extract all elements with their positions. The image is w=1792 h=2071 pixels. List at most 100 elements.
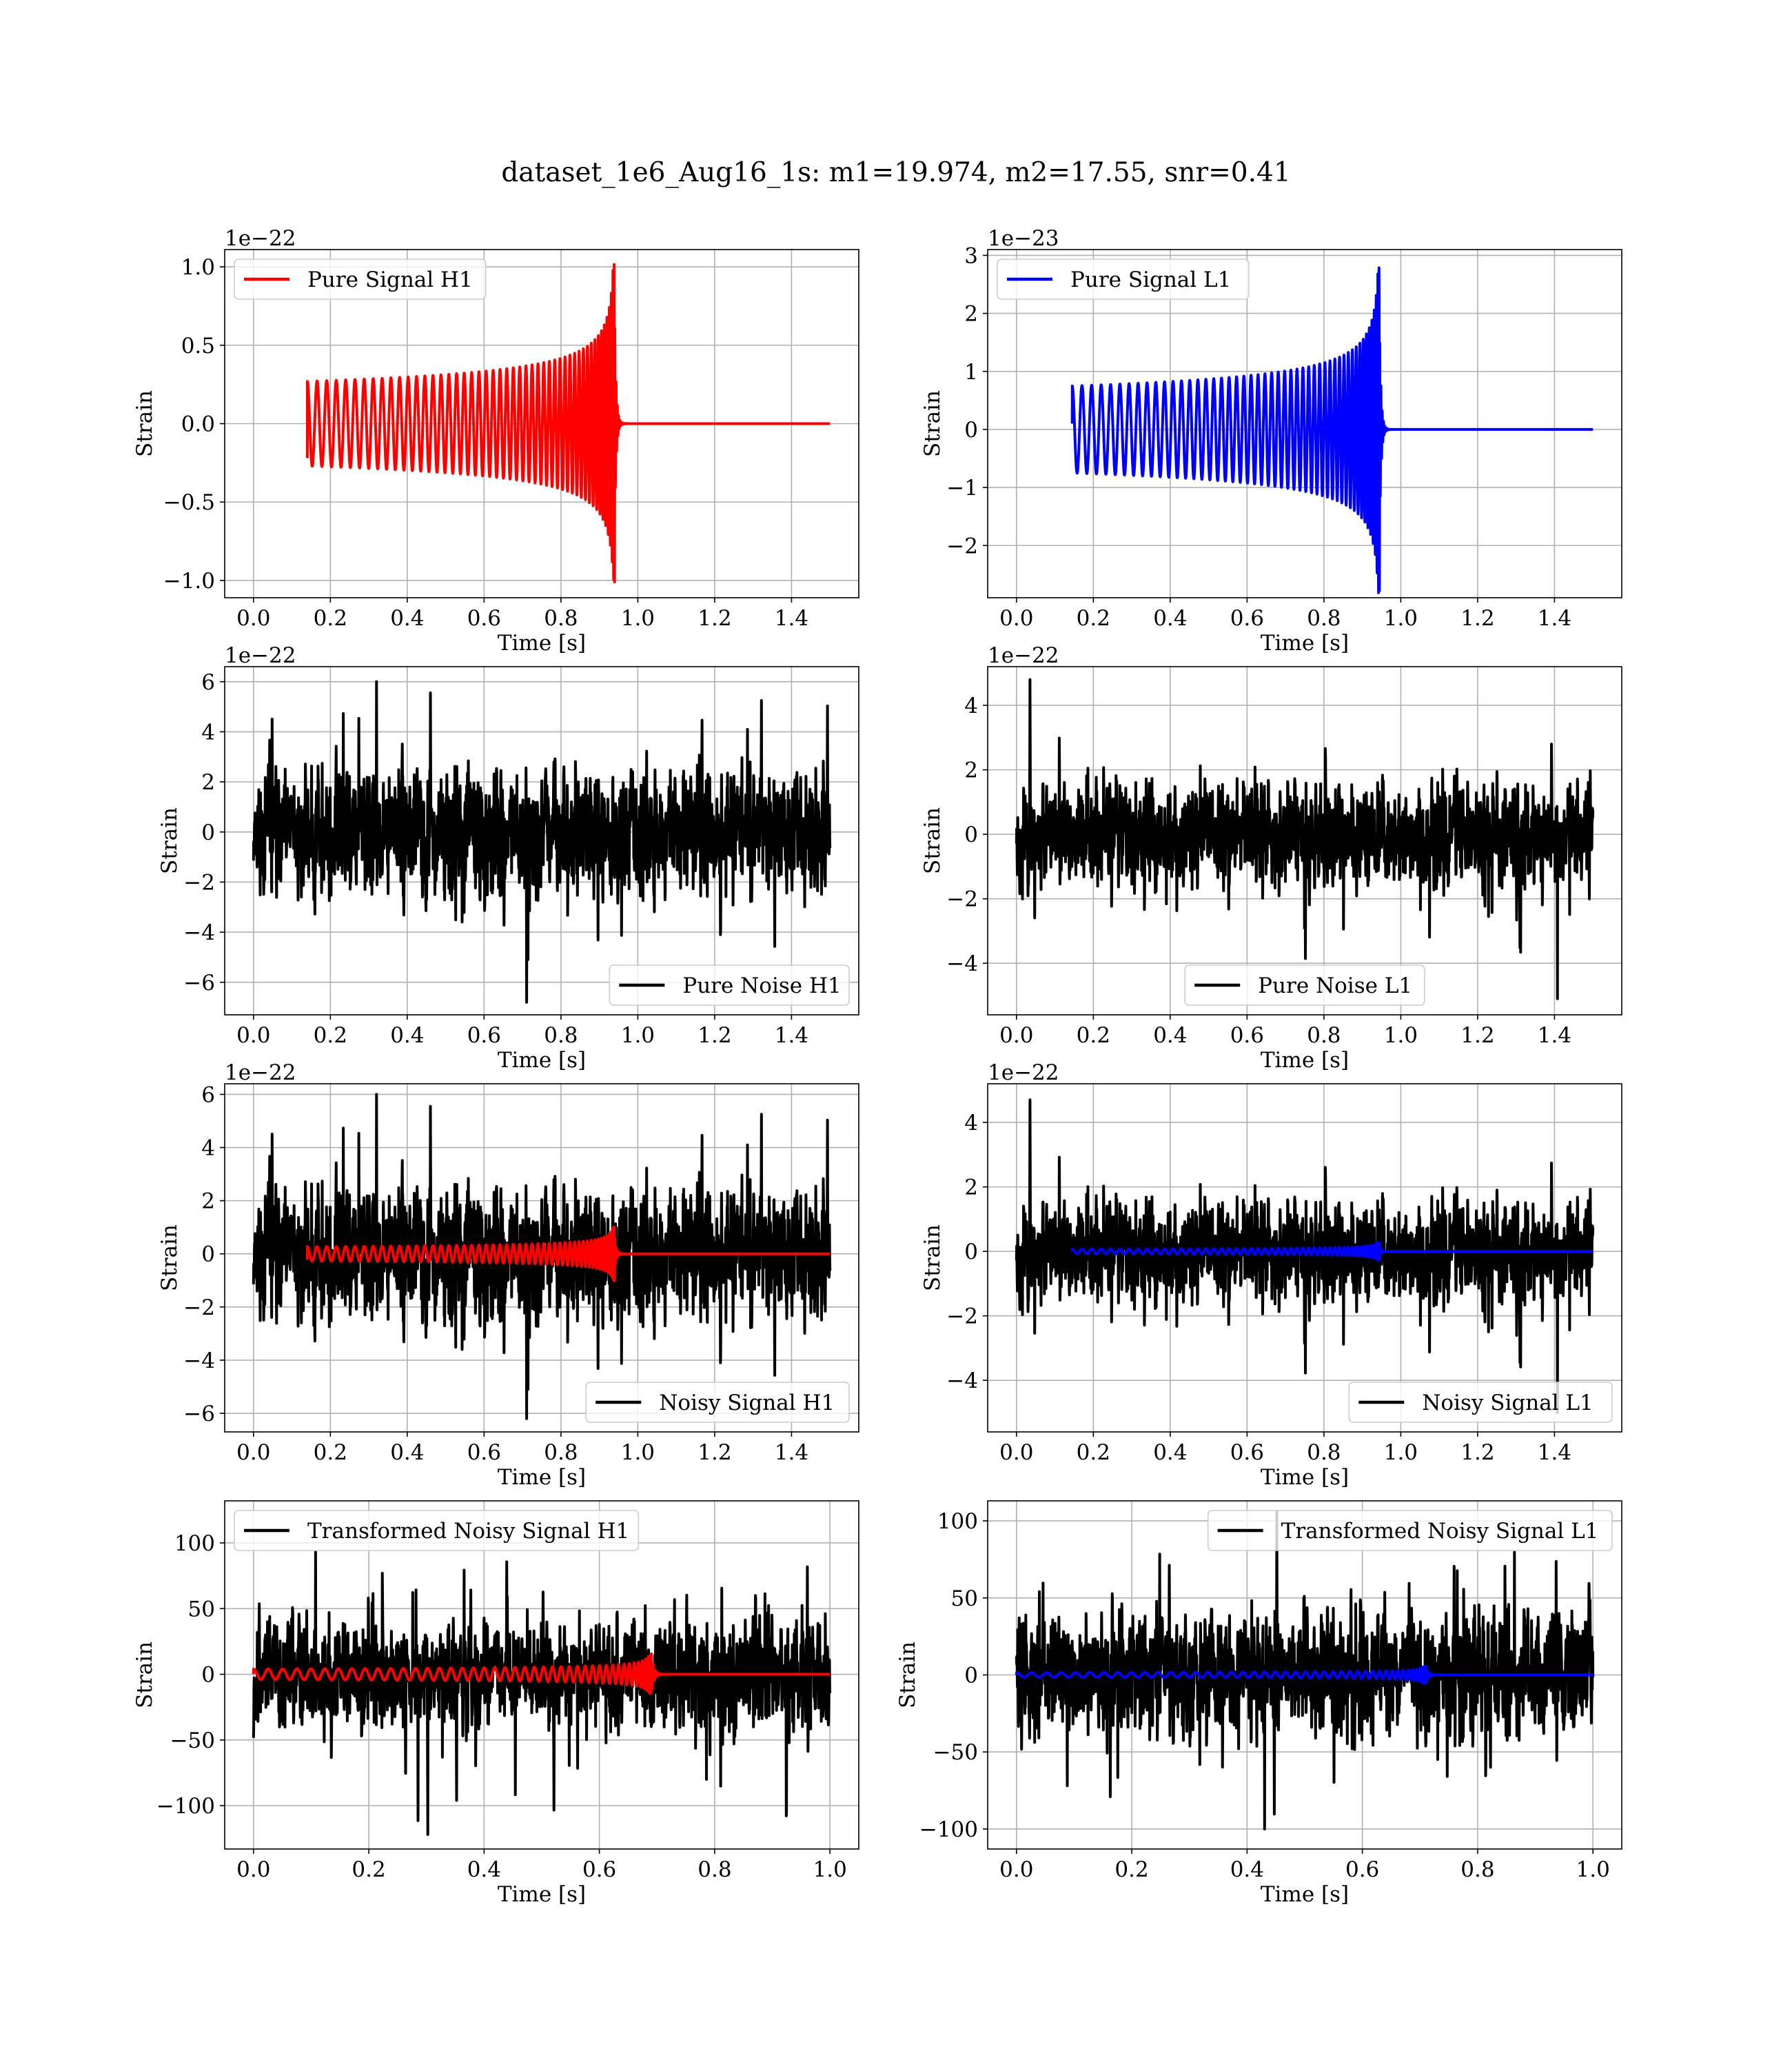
y-tick-label: −6 — [183, 1402, 215, 1426]
x-tick-label: 1.4 — [775, 606, 808, 631]
legend-label: Pure Noise L1 — [1258, 973, 1412, 998]
legend-box — [609, 964, 850, 1006]
axes-frame — [224, 1500, 859, 1850]
plot-area — [252, 1550, 832, 1836]
plot-area — [1015, 678, 1595, 1000]
x-tick-label: 0.6 — [1345, 1857, 1379, 1882]
y-axis-label: Strain — [920, 390, 945, 457]
plot-area — [305, 263, 831, 584]
x-tick-label: 0.4 — [390, 1440, 424, 1465]
y-tick-label: −1 — [946, 476, 978, 501]
axis-offset-text: 1e−22 — [988, 643, 1059, 668]
x-tick-label: 0.8 — [1307, 1440, 1341, 1465]
y-tick-label: 0.5 — [181, 334, 215, 358]
chirp-overlay-line — [1070, 1241, 1594, 1262]
x-tick-label: 1.4 — [1538, 1023, 1571, 1048]
y-tick-label: −100 — [919, 1817, 978, 1842]
x-tick-label: 1.0 — [621, 1023, 655, 1048]
pure-signal-l1-line — [1070, 266, 1594, 594]
subplot-transformed-noisy-signal-h1: 0.0 0.2 0.4 0.6 0.8 1.0 −100 −50 0 50 100 Time [s] S… — [132, 1500, 859, 1907]
x-tick-label: 1.2 — [698, 606, 731, 631]
transformed-noisy-signal-h1-line — [252, 1550, 832, 1836]
y-tick-label: 50 — [951, 1586, 978, 1611]
y-axis-label: Strain — [920, 807, 945, 874]
y-tick-label: −4 — [946, 951, 978, 976]
pure-signal-h1-line — [305, 263, 831, 584]
y-axis-label: Strain — [157, 1224, 182, 1291]
x-tick-label: 1.0 — [1384, 1440, 1418, 1465]
x-tick-label: 0.0 — [236, 1857, 270, 1882]
y-tick-label: 4 — [201, 720, 215, 745]
x-tick-label: 0.6 — [1230, 1023, 1264, 1048]
x-tick-label: 0.8 — [698, 1857, 731, 1882]
y-tick-label: −100 — [156, 1794, 215, 1819]
x-tick-label: 0.0 — [999, 606, 1033, 631]
x-tick-label: 0.8 — [1307, 606, 1341, 631]
x-tick-label: 0.8 — [1460, 1857, 1494, 1882]
y-tick-label: 2 — [964, 302, 978, 327]
legend: Noisy Signal H1 — [585, 1382, 850, 1423]
x-axis-label: Time [s] — [1261, 1882, 1349, 1907]
x-tick-label: 0.4 — [1153, 606, 1187, 631]
y-tick-label: 1 — [964, 360, 978, 385]
x-tick-label: 0.2 — [1077, 1023, 1110, 1048]
x-tick-label: 0.6 — [467, 1440, 501, 1465]
y-tick-label: 0 — [964, 1664, 978, 1688]
x-tick-label: 0.0 — [236, 1440, 270, 1465]
legend: Transformed Noisy Signal H1 — [234, 1510, 640, 1551]
axis-offset-text: 1e−22 — [225, 226, 296, 251]
x-tick-label: 0.2 — [314, 606, 347, 631]
y-tick-label: −2 — [946, 534, 978, 558]
x-tick-label: 0.2 — [1077, 606, 1110, 631]
legend: Noisy Signal L1 — [1348, 1382, 1613, 1423]
legend: Pure Noise L1 — [1184, 964, 1425, 1006]
legend-label: Pure Signal H1 — [307, 267, 473, 292]
plot-area — [1015, 1510, 1595, 1830]
x-tick-label: 1.0 — [621, 1440, 655, 1465]
x-axis-label: Time [s] — [498, 1465, 586, 1490]
noisy-signal-l1-line — [1015, 1098, 1595, 1414]
x-tick-label: 1.0 — [1384, 1023, 1418, 1048]
y-axis-label: Strain — [132, 1641, 157, 1708]
y-tick-label: 3 — [964, 243, 978, 268]
x-axis-label: Time [s] — [1261, 1465, 1349, 1490]
subplot-pure-noise-l1: 0.0 0.2 0.4 0.6 0.8 1.0 1.2 1.4 −4 −2 0 2 4 Time [s] S… — [920, 643, 1622, 1073]
y-tick-label: 4 — [964, 694, 978, 718]
x-tick-label: 0.8 — [544, 1440, 578, 1465]
y-tick-label: −1.0 — [163, 569, 215, 594]
x-tick-label: 0.6 — [582, 1857, 616, 1882]
y-tick-label: 4 — [201, 1136, 215, 1161]
noisy-signal-h1-line — [252, 1093, 832, 1420]
y-tick-label: −2 — [183, 1295, 215, 1320]
y-tick-label: 2 — [964, 1175, 978, 1200]
x-tick-label: 0.4 — [390, 606, 424, 631]
x-tick-label: 1.4 — [775, 1440, 808, 1465]
y-tick-label: −50 — [933, 1740, 978, 1765]
pure-noise-h1-line — [252, 680, 832, 1004]
chirp-overlay-line — [305, 1225, 831, 1282]
y-axis-label: Strain — [920, 1224, 945, 1291]
x-tick-label: 0.0 — [999, 1440, 1033, 1465]
y-tick-label: 0 — [964, 822, 978, 847]
axis-offset-text: 1e−23 — [988, 226, 1059, 251]
y-tick-label: −4 — [183, 1348, 215, 1373]
x-tick-label: 1.2 — [1460, 606, 1494, 631]
chirp-overlay-line — [1015, 1664, 1594, 1685]
legend-box — [234, 1510, 640, 1551]
x-tick-label: 0.0 — [999, 1023, 1033, 1048]
legend-box — [234, 259, 487, 300]
legend-box — [1184, 964, 1425, 1006]
x-axis-label: Time [s] — [498, 631, 586, 656]
y-tick-label: −6 — [183, 971, 215, 996]
y-tick-label: 0.0 — [181, 412, 215, 437]
y-tick-label: 1.0 — [181, 255, 215, 280]
legend: Pure Signal L1 — [997, 259, 1250, 300]
y-tick-label: 50 — [188, 1597, 215, 1622]
legend-box — [585, 1382, 850, 1423]
y-tick-label: 0 — [201, 1242, 215, 1267]
x-tick-label: 0.6 — [467, 606, 501, 631]
y-tick-label: −2 — [946, 887, 978, 912]
y-axis-label: Strain — [157, 807, 182, 874]
x-tick-label: 1.2 — [1460, 1023, 1494, 1048]
